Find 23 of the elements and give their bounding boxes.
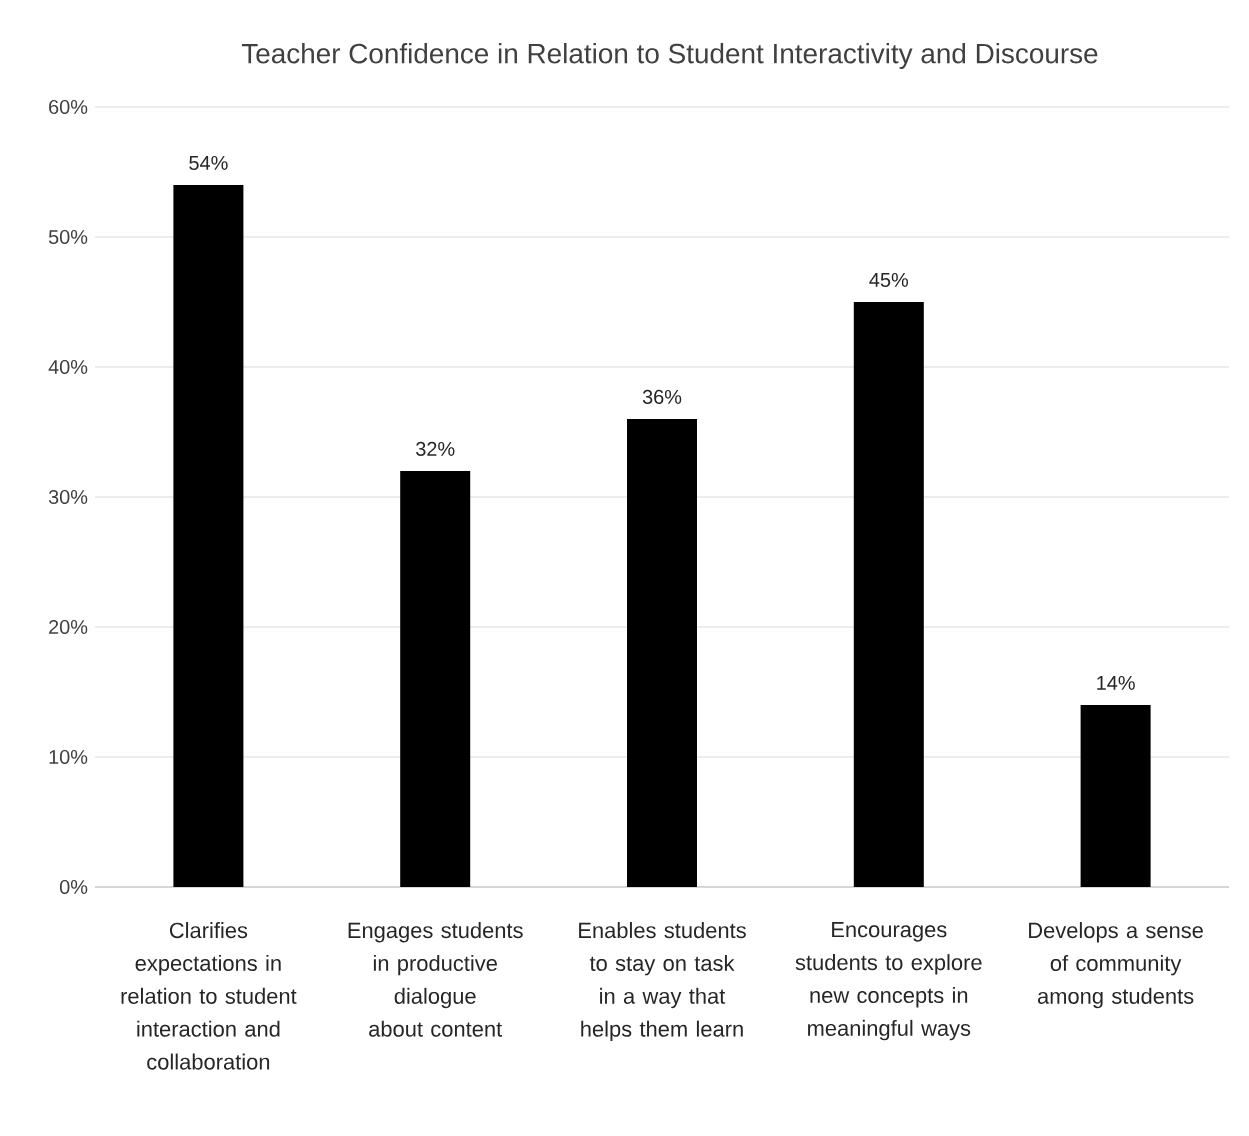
bar — [853, 301, 924, 887]
x-tick-label: Develops a sense of community among students — [1029, 922, 1203, 1009]
x-tick-label: Encourages students to explore new concepts in meaningful ways — [795, 922, 982, 1041]
y-tick-label: 20% — [49, 619, 88, 635]
data-label: 45% — [869, 272, 909, 287]
x-tick-label: Enables students to stay on task in a way that helps them learn — [579, 922, 746, 1042]
x-tick-label: Clarifies expectations in relation to student interaction and collaboration — [121, 922, 297, 1070]
data-label: 36% — [642, 389, 682, 404]
y-tick-label: 0% — [59, 879, 88, 895]
y-tick-label: 60% — [49, 99, 88, 115]
data-label: 32% — [416, 441, 455, 456]
bar — [400, 470, 471, 887]
bar — [627, 418, 697, 887]
data-label: 14% — [1097, 676, 1135, 690]
x-tick-label: Engages students in productive dialogue about content — [348, 922, 523, 1037]
y-tick-label: 30% — [48, 489, 88, 505]
y-tick-label: 10% — [49, 749, 88, 765]
data-label: 54% — [189, 155, 228, 170]
chart-title: Teacher Confidence in Relation to Student Interactivity and Discourse — [241, 42, 1098, 69]
y-tick-label: 40% — [48, 359, 88, 375]
bar — [1080, 705, 1151, 887]
bar — [173, 184, 244, 887]
y-tick-label: 50% — [48, 229, 88, 245]
